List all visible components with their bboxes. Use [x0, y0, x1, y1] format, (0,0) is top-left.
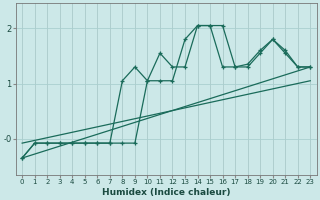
X-axis label: Humidex (Indice chaleur): Humidex (Indice chaleur) [102, 188, 230, 197]
